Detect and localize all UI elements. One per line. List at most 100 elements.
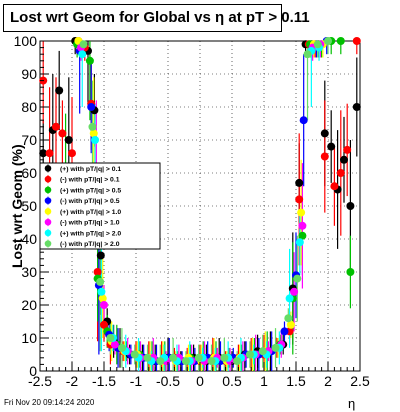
x-tick-label: 1 [260, 373, 268, 389]
data-point [295, 195, 304, 204]
data-point [68, 149, 76, 158]
data-point [290, 287, 299, 296]
data-point [271, 343, 280, 352]
y-tick-label: 50 [21, 198, 37, 214]
data-point [64, 136, 73, 144]
data-point [293, 274, 302, 283]
data-point [343, 145, 352, 154]
data-points [39, 37, 361, 366]
legend-label: (+) with pT/|q| > 0.5 [60, 187, 121, 194]
y-tick-label: 70 [21, 132, 37, 148]
chart-title: Lost wrt Geom for Global vs η at pT > 0.… [3, 4, 310, 32]
data-point [284, 314, 293, 323]
legend-label: (-) with pT/|q| > 1.0 [60, 220, 120, 227]
legend-label: (+) with pT/|q| > 1.0 [60, 209, 121, 216]
data-point [78, 50, 87, 59]
data-point [194, 353, 203, 362]
x-tick-label: -0.5 [156, 373, 180, 389]
legend-marker [44, 208, 52, 215]
timestamp-footer: Fri Nov 20 09:14:24 2020 [4, 398, 95, 407]
y-axis-label: Lost wrt Geom (%) [9, 144, 25, 268]
legend-label: (-) with pT/|q| > 0.5 [60, 198, 120, 205]
data-point [55, 86, 64, 95]
axes: -2.5 -2 -1.5 -1 -0.5 0 0.5 1 1.5 2 2.5 0 10 20 30 40 50 6… [14, 33, 370, 389]
data-point [327, 142, 336, 151]
data-point [100, 320, 108, 329]
y-tick-label: 20 [21, 297, 37, 313]
data-point [330, 182, 339, 191]
data-point [298, 231, 307, 240]
grid [39, 40, 361, 372]
data-point [106, 334, 115, 342]
data-point [91, 136, 100, 144]
y-tick-label: 90 [21, 66, 37, 82]
data-point [88, 122, 97, 131]
legend-marker [44, 240, 52, 247]
data-point [181, 357, 190, 366]
data-point [143, 353, 152, 362]
x-tick-label: 0.5 [222, 373, 242, 389]
legend-label: (-) with pT/|q| > 2.0 [60, 241, 120, 248]
x-tick-label: 2.5 [350, 373, 370, 389]
data-point [96, 277, 105, 286]
data-point [346, 202, 355, 210]
y-tick-label: 100 [14, 33, 38, 49]
data-point [87, 103, 96, 111]
data-point [79, 40, 88, 49]
data-point [58, 129, 67, 138]
data-point [169, 353, 178, 362]
y-tick-label: 10 [21, 330, 37, 346]
data-point [45, 149, 54, 158]
x-tick-label: -2.5 [28, 373, 52, 389]
data-point [130, 350, 139, 359]
data-point [110, 340, 119, 349]
legend-marker [44, 229, 52, 237]
data-point [313, 40, 322, 49]
legend-marker [44, 197, 52, 204]
x-tick-label: 2 [324, 373, 332, 389]
data-point [156, 357, 165, 366]
legend-marker [44, 165, 52, 172]
data-point [295, 178, 304, 187]
data-point [286, 320, 295, 329]
data-point [340, 155, 348, 164]
data-point [324, 37, 332, 45]
data-point [352, 37, 361, 45]
legend-label: (+) with pT/|q| > 2.0 [60, 230, 121, 237]
data-point [89, 129, 98, 138]
y-tick-label: 80 [21, 99, 37, 115]
legend-label: (-) with pT/|q| > 0.1 [60, 177, 120, 184]
data-point [299, 116, 308, 125]
x-tick-label: -2 [66, 373, 79, 389]
x-tick-label: -1.5 [92, 373, 116, 389]
y-tick-label: 40 [21, 231, 37, 247]
data-point [295, 238, 304, 247]
data-point [85, 56, 94, 65]
y-tick-label: 0 [29, 363, 37, 379]
data-point [346, 268, 355, 276]
data-point [93, 268, 102, 276]
legend-marker [44, 175, 52, 183]
data-point [97, 287, 106, 296]
x-tick-label: 1.5 [286, 373, 306, 389]
data-point [298, 221, 307, 230]
data-point [96, 251, 105, 260]
data-point [280, 327, 289, 336]
data-point [285, 294, 294, 303]
data-point [320, 152, 329, 161]
legend-label: (+) with pT/|q| > 0.1 [60, 166, 121, 173]
data-point [336, 37, 345, 45]
y-tick-label: 30 [21, 264, 37, 280]
legend-box [39, 162, 161, 250]
x-tick-label: -1 [130, 373, 143, 389]
data-point [258, 347, 267, 356]
y-tick-label: 60 [21, 165, 37, 181]
data-point [220, 353, 229, 362]
data-point [207, 357, 216, 366]
data-point [98, 294, 107, 303]
x-axis-label: η [348, 396, 356, 411]
legend-marker [44, 218, 52, 226]
legend: (+) with pT/|q| > 0.1 (-) with pT/|q| > 0… [39, 162, 161, 250]
data-point [100, 301, 108, 309]
